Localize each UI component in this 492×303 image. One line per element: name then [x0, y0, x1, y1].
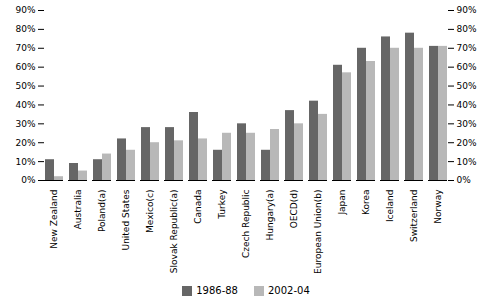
- svg-text:0%: 0%: [21, 175, 36, 185]
- svg-text:60%: 60%: [15, 62, 35, 72]
- svg-text:30%: 30%: [15, 119, 35, 129]
- svg-text:European Union(b): European Union(b): [313, 190, 323, 274]
- svg-text:Slovak Republic(a): Slovak Republic(a): [169, 190, 179, 274]
- svg-text:Mexico(c): Mexico(c): [145, 190, 155, 233]
- svg-text:70%: 70%: [457, 43, 477, 53]
- svg-text:Korea: Korea: [361, 190, 371, 216]
- svg-text:0%: 0%: [457, 175, 472, 185]
- svg-text:40%: 40%: [457, 100, 477, 110]
- svg-text:50%: 50%: [15, 81, 35, 91]
- svg-text:Norway: Norway: [433, 189, 443, 224]
- svg-text:50%: 50%: [457, 81, 477, 91]
- svg-text:20%: 20%: [457, 138, 477, 148]
- svg-text:Czech Republic: Czech Republic: [241, 189, 251, 258]
- svg-text:60%: 60%: [457, 62, 477, 72]
- svg-text:Hungary(a): Hungary(a): [265, 190, 275, 241]
- html-text:2002-04: 2002-04: [268, 284, 310, 296]
- svg-text:Canada: Canada: [193, 190, 203, 224]
- svg-text:United States: United States: [121, 189, 131, 250]
- svg-text:40%: 40%: [15, 100, 35, 110]
- svg-text:70%: 70%: [15, 43, 35, 53]
- svg-text:Switzerland: Switzerland: [409, 190, 419, 243]
- svg-text:10%: 10%: [457, 156, 477, 166]
- svg-text:New Zealand: New Zealand: [49, 190, 59, 249]
- svg-text:10%: 10%: [15, 156, 35, 166]
- svg-text:Japan: Japan: [337, 190, 347, 216]
- svg-text:Poland(a): Poland(a): [97, 190, 107, 233]
- svg-text:90%: 90%: [457, 5, 477, 15]
- svg-text:Iceland: Iceland: [385, 190, 395, 223]
- svg-text:OECD(d): OECD(d): [289, 190, 299, 229]
- svg-text:30%: 30%: [457, 119, 477, 129]
- svg-text:80%: 80%: [457, 24, 477, 34]
- svg-text:Australia: Australia: [73, 190, 83, 230]
- svg-text:20%: 20%: [15, 138, 35, 148]
- svg-text:Turkey: Turkey: [217, 189, 227, 220]
- html-text:1986-88: 1986-88: [196, 284, 238, 296]
- svg-text:80%: 80%: [15, 24, 35, 34]
- svg-text:90%: 90%: [15, 5, 35, 15]
